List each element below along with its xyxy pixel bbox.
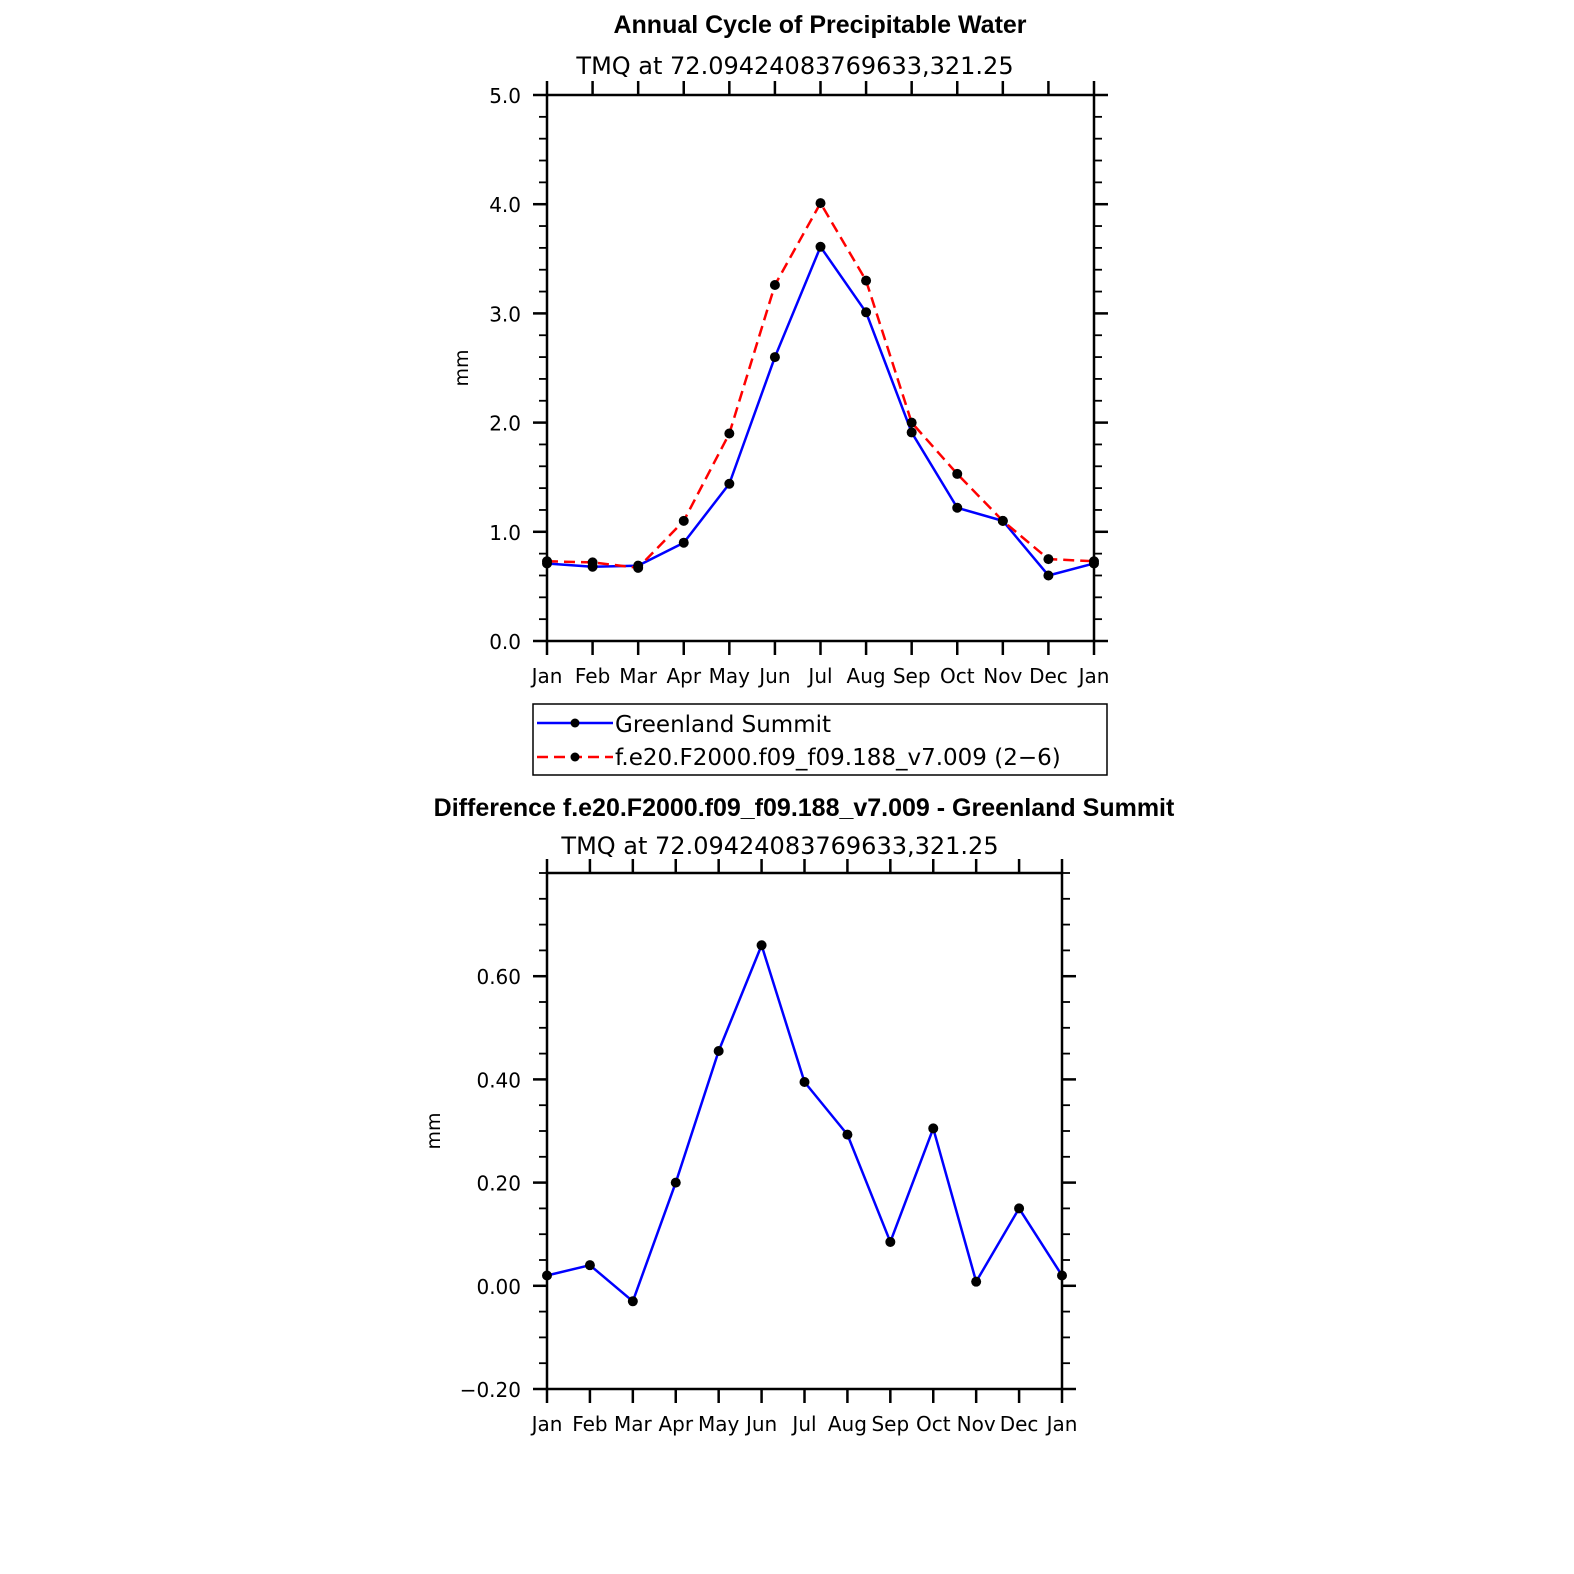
data-point: [1043, 554, 1054, 565]
x-tick-label: Dec: [1029, 664, 1068, 688]
data-point: [842, 1129, 853, 1140]
series-line: [546, 943, 1064, 1303]
y-tick-label: 0.20: [476, 1172, 521, 1196]
x-tick-label: Sep: [871, 1412, 909, 1436]
data-point: [542, 1270, 552, 1281]
data-point: [678, 537, 689, 548]
chart-title: Difference f.e20.F2000.f09_f09.188_v7.00…: [434, 794, 1175, 822]
x-tick-label: Sep: [893, 664, 931, 688]
x-tick-label: Jun: [757, 664, 790, 688]
y-tick-label: 0.00: [476, 1275, 521, 1299]
plot-frame: [545, 871, 1064, 1391]
x-tick-label: Oct: [940, 664, 975, 688]
data-point: [724, 478, 735, 489]
data-point: [633, 562, 644, 573]
data-point: [971, 1276, 982, 1287]
x-tick-label: Mar: [614, 1412, 653, 1436]
y-tick-label: 4.0: [489, 193, 521, 217]
data-point: [815, 198, 826, 209]
x-tick-label: Oct: [916, 1412, 951, 1436]
series-group: [542, 198, 1099, 581]
legend-marker-model: [570, 752, 580, 762]
precipitable-water-chart: Annual Cycle of Precipitable Water TMQ a…: [451, 11, 1110, 776]
y-tick-label: 1.0: [489, 521, 521, 545]
x-tick-label: Jul: [790, 1412, 816, 1436]
axis-ticks: [533, 81, 1108, 655]
x-tick-labels: Jan Feb Mar Apr May Jun Jul Aug Sep Oct Nov Dec Jan: [530, 1412, 1078, 1436]
legend-label-greenland: Greenland Summit: [615, 712, 831, 738]
x-tick-label: May: [709, 664, 751, 688]
y-axis-label: mm: [451, 349, 473, 386]
y-tick-label: 5.0: [489, 84, 521, 108]
data-point: [769, 352, 780, 363]
data-point: [670, 1177, 681, 1188]
y-axis-label: mm: [423, 1112, 445, 1149]
x-tick-label: Dec: [1000, 1412, 1039, 1436]
y-tick-label: 3.0: [489, 302, 521, 326]
difference-chart: Difference f.e20.F2000.f09_f09.188_v7.00…: [423, 794, 1175, 1436]
chart-title: Annual Cycle of Precipitable Water: [613, 11, 1026, 39]
data-point: [627, 1296, 638, 1307]
y-tick-label: 2.0: [489, 412, 521, 436]
y-tick-label: 0.0: [489, 630, 521, 654]
plot-frame: [545, 93, 1096, 643]
legend-marker-greenland: [570, 718, 580, 728]
x-tick-label: Nov: [957, 1412, 996, 1436]
data-point: [542, 556, 552, 567]
data-point: [1089, 556, 1099, 567]
data-point: [724, 428, 735, 439]
y-tick-labels: −0.20 0.00 0.20 0.40 0.60: [460, 965, 521, 1402]
y-tick-label: 0.60: [476, 965, 521, 989]
y-tick-label: −0.20: [460, 1378, 521, 1402]
x-tick-label: May: [698, 1412, 740, 1436]
data-point: [769, 280, 780, 291]
x-tick-label: Apr: [658, 1412, 693, 1436]
data-point: [885, 1236, 896, 1247]
x-tick-label: Apr: [666, 664, 701, 688]
data-point: [997, 515, 1008, 526]
data-point: [678, 515, 689, 526]
series-line: [546, 201, 1095, 570]
x-tick-label: Feb: [572, 1412, 607, 1436]
x-tick-label: Jun: [744, 1412, 777, 1436]
data-point: [1057, 1270, 1067, 1281]
x-tick-label: Jan: [1077, 664, 1110, 688]
data-point: [928, 1123, 939, 1134]
x-tick-label: Feb: [575, 664, 610, 688]
data-point: [952, 468, 963, 479]
x-tick-label: Jan: [530, 1412, 563, 1436]
x-tick-label: Aug: [847, 664, 886, 688]
series-line: [546, 245, 1095, 577]
data-point: [1043, 570, 1054, 581]
data-point: [861, 275, 872, 286]
x-tick-label: Aug: [828, 1412, 867, 1436]
data-point: [713, 1046, 724, 1057]
data-point: [756, 940, 767, 951]
data-point: [1014, 1203, 1025, 1214]
x-tick-label: Jan: [1045, 1412, 1078, 1436]
chart-subtitle: TMQ at 72.09424083769633,321.25: [575, 52, 1013, 80]
data-point: [906, 427, 917, 438]
data-point: [906, 417, 917, 428]
legend-label-model: f.e20.F2000.f09_f09.188_v7.009 (2−6): [615, 745, 1061, 771]
y-tick-label: 0.40: [476, 1068, 521, 1092]
series-group: [542, 940, 1067, 1307]
legend: Greenland Summit f.e20.F2000.f09_f09.188…: [532, 703, 1108, 776]
data-point: [587, 557, 598, 568]
x-tick-label: Jul: [806, 664, 832, 688]
data-point: [584, 1260, 595, 1271]
data-point: [952, 502, 963, 513]
x-tick-label: Mar: [619, 664, 658, 688]
data-point: [799, 1076, 810, 1087]
x-tick-label: Jan: [530, 664, 563, 688]
chart-subtitle: TMQ at 72.09424083769633,321.25: [560, 832, 998, 860]
axis-ticks: [533, 859, 1076, 1403]
data-point: [861, 307, 872, 318]
x-tick-label: Nov: [983, 664, 1022, 688]
legend-box: [532, 703, 1108, 776]
y-tick-labels: 0.0 1.0 2.0 3.0 4.0 5.0: [489, 84, 521, 654]
x-tick-labels: Jan Feb Mar Apr May Jun Jul Aug Sep Oct Nov Dec Jan: [530, 664, 1110, 688]
data-point: [815, 241, 826, 252]
